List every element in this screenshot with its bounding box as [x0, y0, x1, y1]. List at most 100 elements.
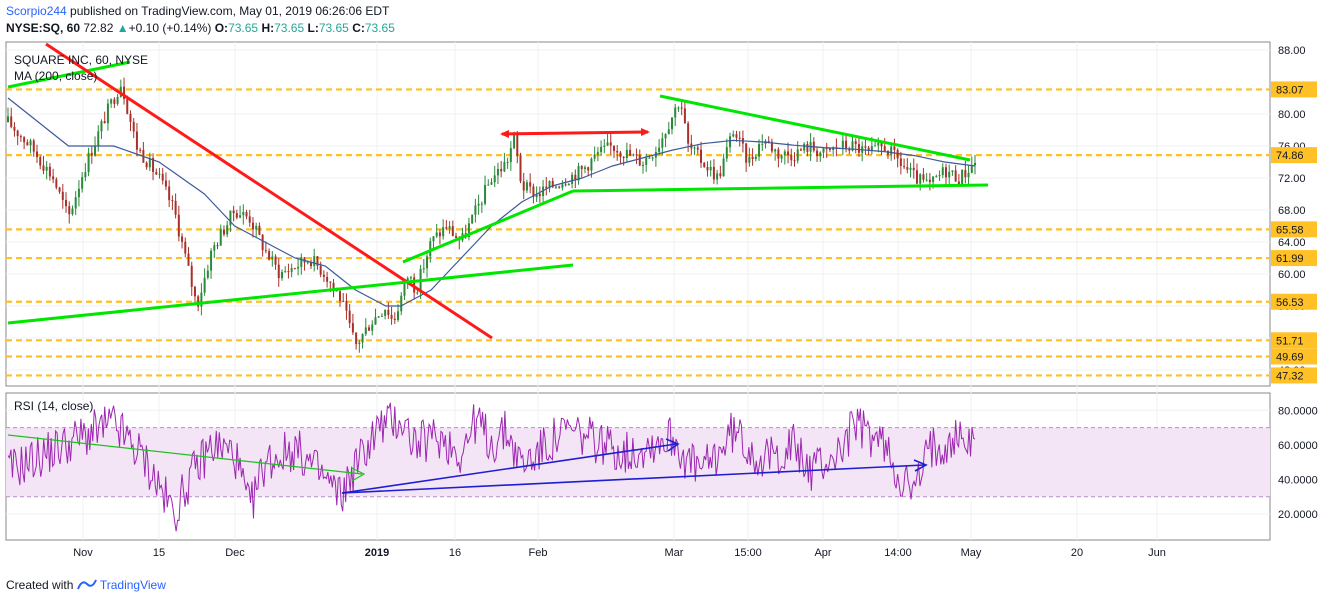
time-tick-label: 20	[1071, 547, 1083, 559]
candle-body	[529, 182, 532, 187]
candle-body	[397, 311, 400, 320]
price-tick-label: 64.00	[1278, 237, 1306, 249]
candle-body	[583, 167, 586, 170]
candle-body	[928, 179, 931, 183]
candle-body	[664, 134, 667, 139]
candle-body	[332, 282, 335, 289]
candle-body	[519, 156, 522, 182]
candle-body	[403, 281, 406, 296]
candle-body	[745, 143, 748, 163]
candle-body	[39, 157, 42, 166]
candle-body	[632, 154, 635, 156]
candle-body	[393, 318, 396, 320]
chart-svg[interactable]: SQUARE INC, 60, NYSE MA (200, close) RSI…	[0, 0, 1330, 570]
candle-body	[951, 170, 954, 172]
candle-body	[152, 158, 155, 172]
candle-body	[429, 241, 432, 257]
candle-body	[612, 145, 615, 151]
rsi-title: RSI (14, close)	[14, 399, 93, 413]
candle-body	[264, 250, 267, 252]
candle-body	[309, 262, 312, 267]
candle-body	[484, 184, 487, 204]
candle-body	[74, 197, 77, 209]
candle-body	[203, 277, 206, 293]
candle-body	[161, 173, 164, 181]
candle-body	[687, 123, 690, 144]
candle-body	[590, 158, 593, 171]
green-trendline-top-left[interactable]	[7, 60, 131, 89]
candle-body	[522, 181, 525, 191]
green-triangle-base[interactable]	[572, 183, 989, 193]
time-axis[interactable]: Nov 15 Dec 2019 16 Feb Mar 15:00 Apr 14:00 May 20 Ju…	[73, 547, 1166, 559]
candle-body	[364, 327, 367, 335]
candle-body	[712, 166, 715, 180]
candle-body	[319, 265, 322, 275]
candle-body	[551, 180, 554, 188]
candle-body	[71, 208, 74, 215]
candle-body	[293, 268, 296, 270]
candle-body	[235, 213, 238, 218]
time-tick-label: Nov	[73, 547, 93, 559]
candle-body	[722, 158, 725, 177]
candle-body	[242, 212, 245, 216]
candle-body	[184, 241, 187, 254]
level-price-label: 83.07	[1276, 84, 1304, 96]
candle-body	[638, 154, 641, 166]
candle-body	[509, 148, 512, 163]
candle-body	[564, 184, 567, 186]
time-tick-label: Mar	[665, 547, 684, 559]
candle-body	[216, 245, 219, 247]
candle-body	[36, 151, 39, 158]
candle-body	[870, 146, 873, 151]
price-axis[interactable]: 88.0080.0076.0072.0068.0064.0060.0056.00…	[1271, 45, 1317, 384]
green-uptrend-line[interactable]	[402, 189, 574, 264]
rsi-blue-arrow-2[interactable]	[341, 464, 925, 494]
green-support-line-long[interactable]	[7, 263, 574, 325]
arrowhead-icon	[665, 438, 680, 452]
rsi-blue-arrow-1[interactable]	[341, 443, 677, 494]
price-tick-label: 72.00	[1278, 173, 1306, 185]
red-resistance-arrow[interactable]	[501, 130, 649, 136]
candle-body	[193, 286, 196, 297]
author-link[interactable]: Scorpio244	[6, 4, 67, 18]
created-with-text: Created with	[6, 578, 74, 592]
candle-body	[957, 181, 960, 185]
candle-body	[532, 186, 535, 198]
tradingview-brand[interactable]: TradingView	[99, 578, 166, 592]
candle-body	[828, 148, 831, 150]
candle-body	[703, 162, 706, 167]
candle-body	[471, 214, 474, 224]
rsi-line	[7, 402, 976, 532]
candle-body	[171, 200, 174, 202]
candle-body	[19, 136, 22, 138]
candle-body	[290, 268, 293, 272]
candle-body	[793, 160, 796, 162]
green-triangle-top[interactable]	[659, 94, 971, 162]
arrowhead-icon	[913, 459, 928, 472]
rsi-green-arrow[interactable]	[7, 434, 363, 475]
candle-body	[68, 206, 71, 215]
candle-body	[661, 138, 664, 148]
red-downtrend-line[interactable]	[45, 42, 493, 340]
price-pane[interactable]	[5, 41, 1271, 387]
candle-body	[835, 147, 838, 149]
candle-body	[919, 174, 922, 184]
candle-body	[187, 253, 190, 266]
candle-body	[545, 186, 548, 189]
candle-body	[487, 184, 490, 186]
candle-body	[65, 199, 68, 207]
candle-body	[416, 292, 419, 294]
candle-body	[751, 156, 754, 159]
candle-body	[944, 167, 947, 178]
candle-body	[503, 162, 506, 172]
candle-body	[139, 149, 142, 151]
candle-body	[696, 147, 699, 150]
candle-body	[206, 270, 209, 278]
time-tick-label: 16	[449, 547, 461, 559]
candle-body	[648, 157, 651, 159]
candle-body	[525, 182, 528, 191]
level-price-tag	[1271, 293, 1317, 310]
candle-body	[896, 149, 899, 159]
time-tick-label: Dec	[225, 547, 245, 559]
rsi-axis[interactable]: 80.0000 60.0000 40.0000 20.0000	[1278, 405, 1318, 521]
